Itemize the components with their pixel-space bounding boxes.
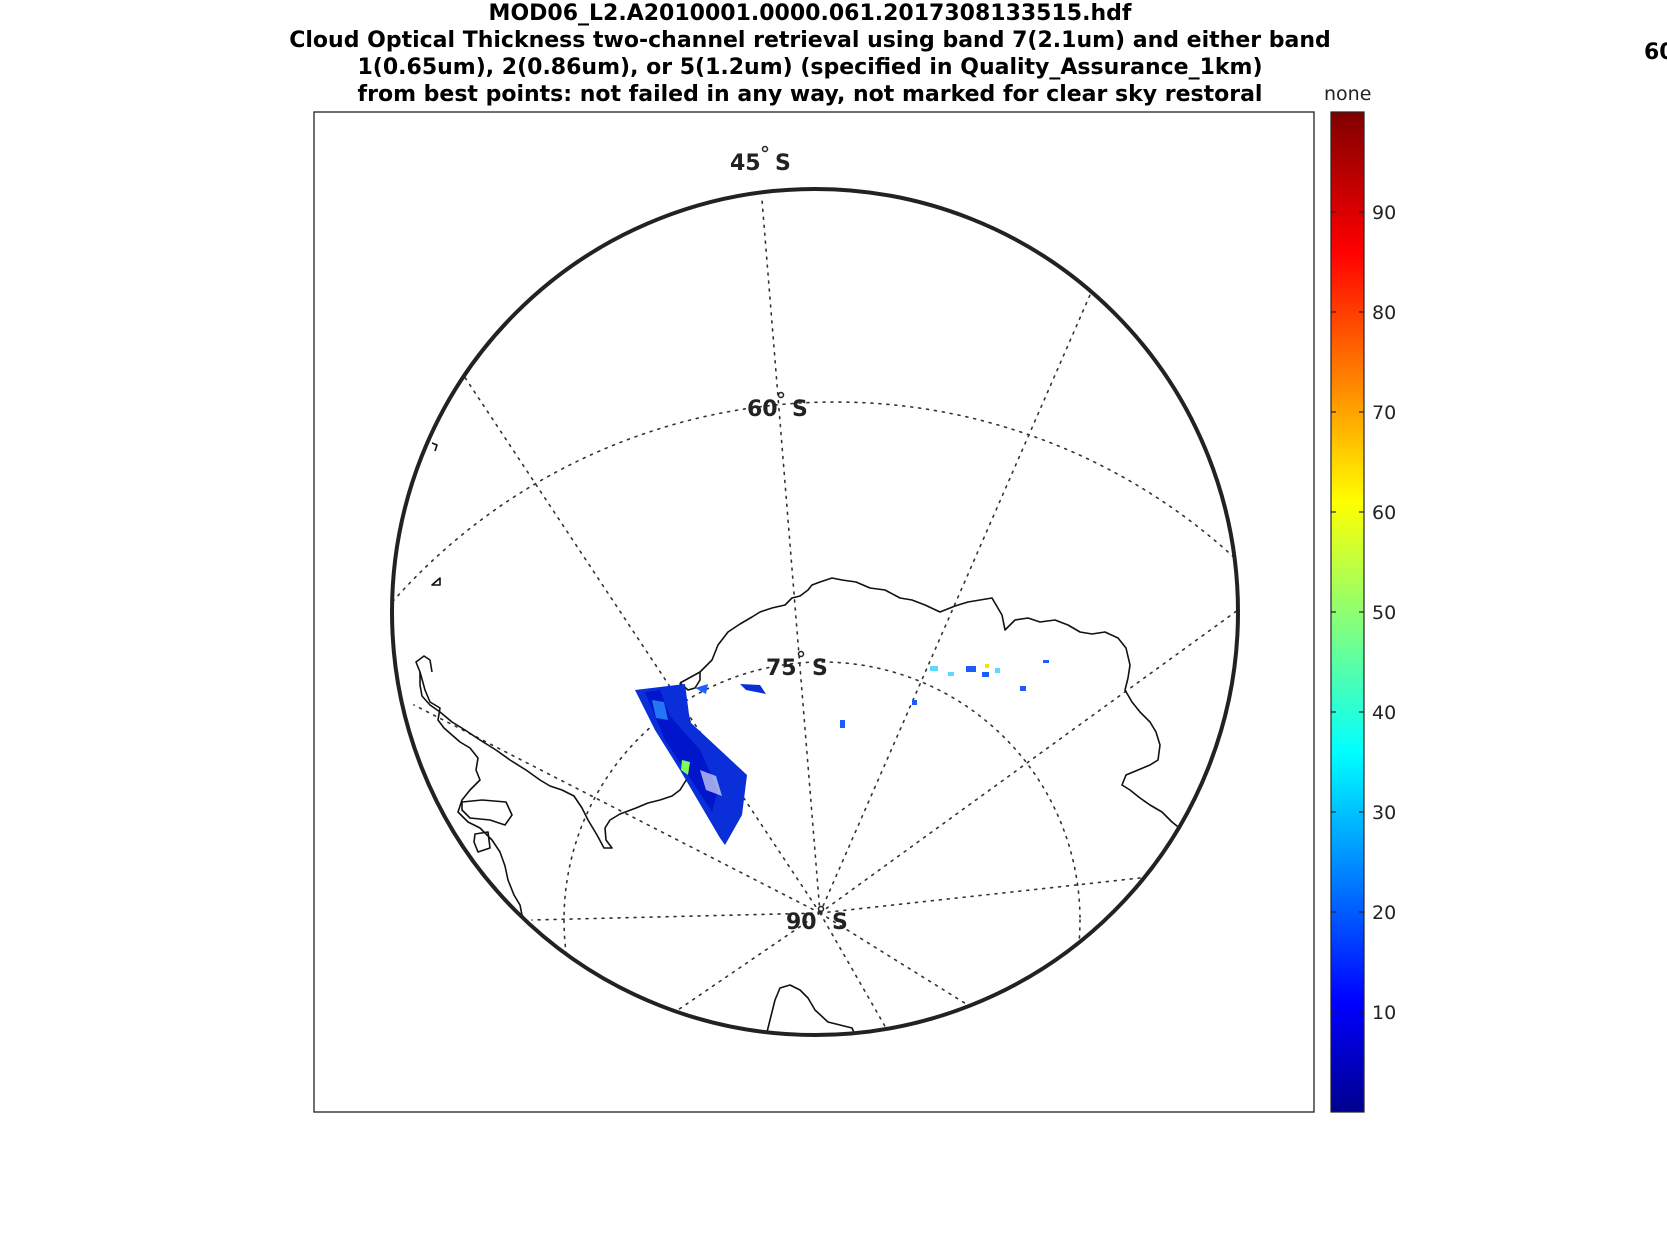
colorbar-unit-label: none [1324, 83, 1371, 105]
lat-label-45: 45 S [730, 145, 791, 176]
colorbar-tick-label-80: 80 [1372, 302, 1396, 324]
svg-text:45: 45 [730, 151, 761, 176]
svg-text:60: 60 [747, 397, 778, 422]
colorbar-tick-label-90: 90 [1372, 202, 1396, 224]
title-line-4: from best points: not failed in any way,… [357, 82, 1263, 107]
latitude-labels: 45 S 60 S 75 S 90 S [730, 145, 848, 935]
meridian-lines [413, 199, 1238, 1035]
colorbar-gradient [1330, 111, 1365, 1113]
title-line-1: MOD06_L2.A2010001.0000.061.2017308133515… [488, 1, 1132, 26]
title-line-2: Cloud Optical Thickness two-channel retr… [289, 28, 1331, 53]
globe-boundary [390, 187, 1240, 1037]
colorbar: none 10 20 30 40 50 60 70 80 90 [1324, 83, 1396, 1113]
coastline-antarctica [679, 577, 1183, 831]
coastline-south-america [415, 655, 531, 926]
colorbar-tick-label-50: 50 [1372, 602, 1396, 624]
svg-text:75: 75 [766, 656, 797, 681]
svg-text:S: S [775, 151, 791, 176]
coastline-australia-edge [764, 984, 856, 1035]
colorbar-tick-label-30: 30 [1372, 802, 1396, 824]
colorbar-ticks: 10 20 30 40 50 60 70 80 90 [1331, 202, 1396, 1024]
colorbar-tick-label-20: 20 [1372, 902, 1396, 924]
map-axes-box [313, 111, 1315, 1113]
colorbar-tick-label-40: 40 [1372, 702, 1396, 724]
title-line-3: 1(0.65um), 2(0.86um), or 5(1.2um) (speci… [357, 55, 1263, 80]
svg-text:S: S [832, 910, 848, 935]
lat-label-60: 60 S [747, 391, 808, 422]
island-2 [431, 577, 441, 586]
cloud-data-swath [635, 660, 1049, 845]
island-1 [431, 442, 438, 452]
svg-text:90: 90 [786, 910, 817, 935]
svg-text:S: S [812, 656, 828, 681]
svg-text:S: S [792, 397, 808, 422]
clipped-corner-text: 60 [1644, 40, 1667, 65]
lat-label-90: 90 S [786, 905, 848, 935]
lat-label-75: 75 S [766, 650, 828, 681]
map-title: MOD06_L2.A2010001.0000.061.2017308133515… [240, 0, 1380, 108]
colorbar-tick-label-60: 60 [1372, 502, 1396, 524]
colorbar-tick-label-70: 70 [1372, 402, 1396, 424]
colorbar-tick-label-10: 10 [1372, 1002, 1396, 1024]
